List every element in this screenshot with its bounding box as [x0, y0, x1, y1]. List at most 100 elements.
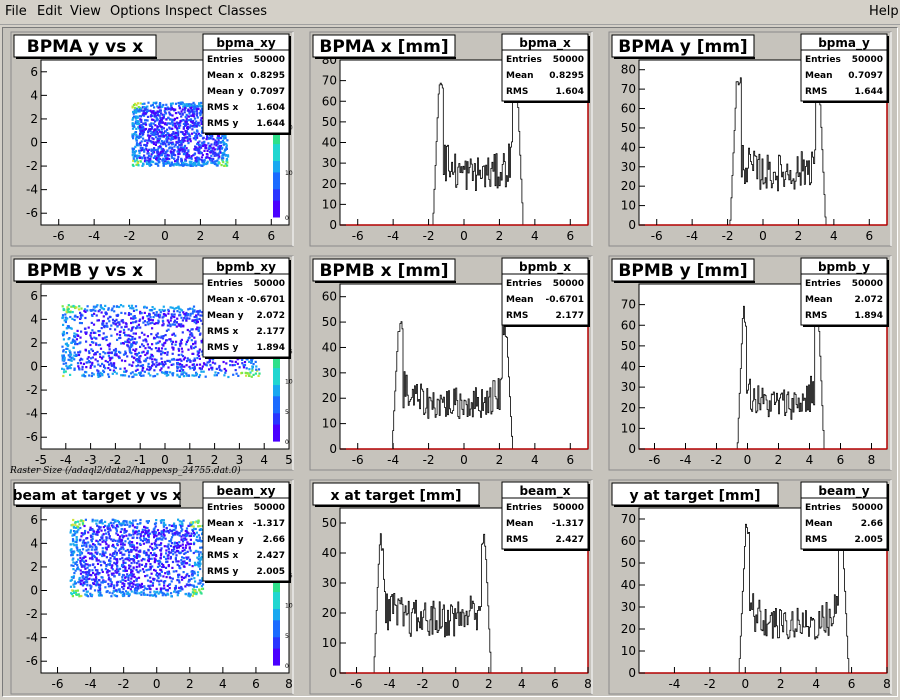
heatmap-cell — [166, 557, 169, 560]
heatmap-cell — [196, 356, 199, 360]
heatmap-cell — [229, 364, 232, 367]
heatmap-cell — [89, 534, 92, 537]
heatmap-cell — [181, 319, 184, 322]
heatmap-cell — [131, 124, 134, 127]
heatmap-cell — [128, 554, 131, 557]
heatmap-cell — [108, 320, 111, 323]
heatmap-cell — [106, 525, 109, 528]
heatmap-cell — [101, 550, 104, 553]
heatmap-cell — [94, 551, 97, 554]
y-tick-label: 30 — [322, 366, 337, 380]
heatmap-cell — [143, 333, 146, 336]
heatmap-cell — [148, 309, 151, 312]
heatmap-cell — [138, 134, 141, 137]
heatmap-cell — [142, 589, 145, 592]
heatmap-cell — [108, 315, 111, 318]
heatmap-cell — [198, 582, 201, 585]
y-tick-label: 40 — [322, 136, 337, 150]
heatmap-cell — [143, 106, 146, 109]
heatmap-cell — [73, 351, 76, 354]
heatmap-cell — [142, 344, 145, 348]
pad-title: BPMB y [mm] — [611, 258, 755, 283]
heatmap-cell — [126, 573, 129, 576]
heatmap-cell — [99, 364, 102, 368]
heatmap-cell — [159, 519, 162, 522]
heatmap-cell — [92, 578, 95, 581]
heatmap-cell — [136, 530, 139, 533]
heatmap-cell — [236, 358, 239, 361]
heatmap-cell — [164, 347, 167, 351]
heatmap-cell — [72, 576, 75, 579]
heatmap-cell — [179, 525, 183, 528]
heatmap-cell — [195, 535, 199, 538]
heatmap-cell — [153, 133, 156, 136]
heatmap-cell — [134, 350, 137, 353]
heatmap-cell — [151, 364, 154, 367]
palette-swatch — [273, 395, 280, 402]
menu-classes[interactable]: Classes — [218, 4, 267, 19]
heatmap-cell — [142, 112, 145, 115]
x-tick-label: -2 — [417, 677, 429, 691]
menu-edit[interactable]: Edit — [37, 4, 63, 19]
heatmap-cell — [194, 564, 197, 567]
menu-file[interactable]: File — [5, 4, 27, 19]
heatmap-cell — [173, 119, 176, 122]
heatmap-cell — [184, 158, 187, 161]
heatmap-cell — [182, 311, 185, 314]
heatmap-cell — [164, 537, 167, 540]
heatmap-cell — [181, 119, 184, 122]
heatmap-cell — [160, 140, 163, 143]
heatmap-cell — [151, 110, 154, 113]
menu-view[interactable]: View — [70, 4, 101, 19]
heatmap-cell — [173, 148, 176, 152]
heatmap-cell — [167, 122, 170, 125]
heatmap-cell — [164, 572, 167, 575]
heatmap-cell — [143, 558, 146, 561]
heatmap-cell — [142, 374, 145, 377]
heatmap-cell — [85, 340, 88, 343]
heatmap-cell — [115, 349, 118, 352]
heatmap-cell — [161, 363, 164, 366]
menu-help[interactable]: Help — [869, 4, 899, 19]
heatmap-cell — [176, 150, 179, 153]
heatmap-cell — [144, 339, 148, 342]
stats-name: beam_y — [818, 484, 869, 499]
heatmap-cell — [95, 314, 98, 317]
menu-inspect[interactable]: Inspect — [165, 4, 213, 19]
heatmap-cell — [109, 578, 112, 581]
heatmap-cell — [98, 334, 101, 337]
stats-label: RMS y — [207, 343, 239, 353]
heatmap-cell — [89, 343, 92, 347]
heatmap-cell — [64, 362, 68, 365]
heatmap-cell — [135, 144, 138, 147]
heatmap-cell — [99, 520, 102, 523]
heatmap-cell — [190, 577, 193, 580]
heatmap-cell — [91, 593, 94, 596]
palette-swatch — [273, 648, 280, 655]
heatmap-cell — [129, 545, 132, 548]
heatmap-cell — [171, 560, 175, 564]
heatmap-cell — [192, 529, 195, 532]
menu-options[interactable]: Options — [110, 4, 161, 19]
heatmap-cell — [114, 527, 117, 530]
heatmap-cell — [75, 546, 78, 549]
heatmap-cell — [189, 549, 192, 552]
heatmap-cell — [156, 363, 159, 367]
heatmap-cell — [129, 588, 132, 591]
heatmap-cell — [95, 343, 98, 346]
heatmap-cell — [210, 143, 213, 146]
heatmap-cell — [176, 544, 179, 547]
heatmap-cell — [161, 361, 164, 364]
heatmap-cell — [218, 145, 221, 148]
heatmap-cell — [219, 148, 222, 151]
heatmap-cell — [144, 112, 147, 115]
heatmap-cell — [203, 143, 206, 146]
heatmap-cell — [107, 545, 110, 548]
heatmap-cell — [165, 560, 168, 564]
heatmap-cell — [162, 148, 165, 151]
heatmap-cell — [68, 364, 71, 368]
heatmap-cell — [142, 130, 145, 133]
